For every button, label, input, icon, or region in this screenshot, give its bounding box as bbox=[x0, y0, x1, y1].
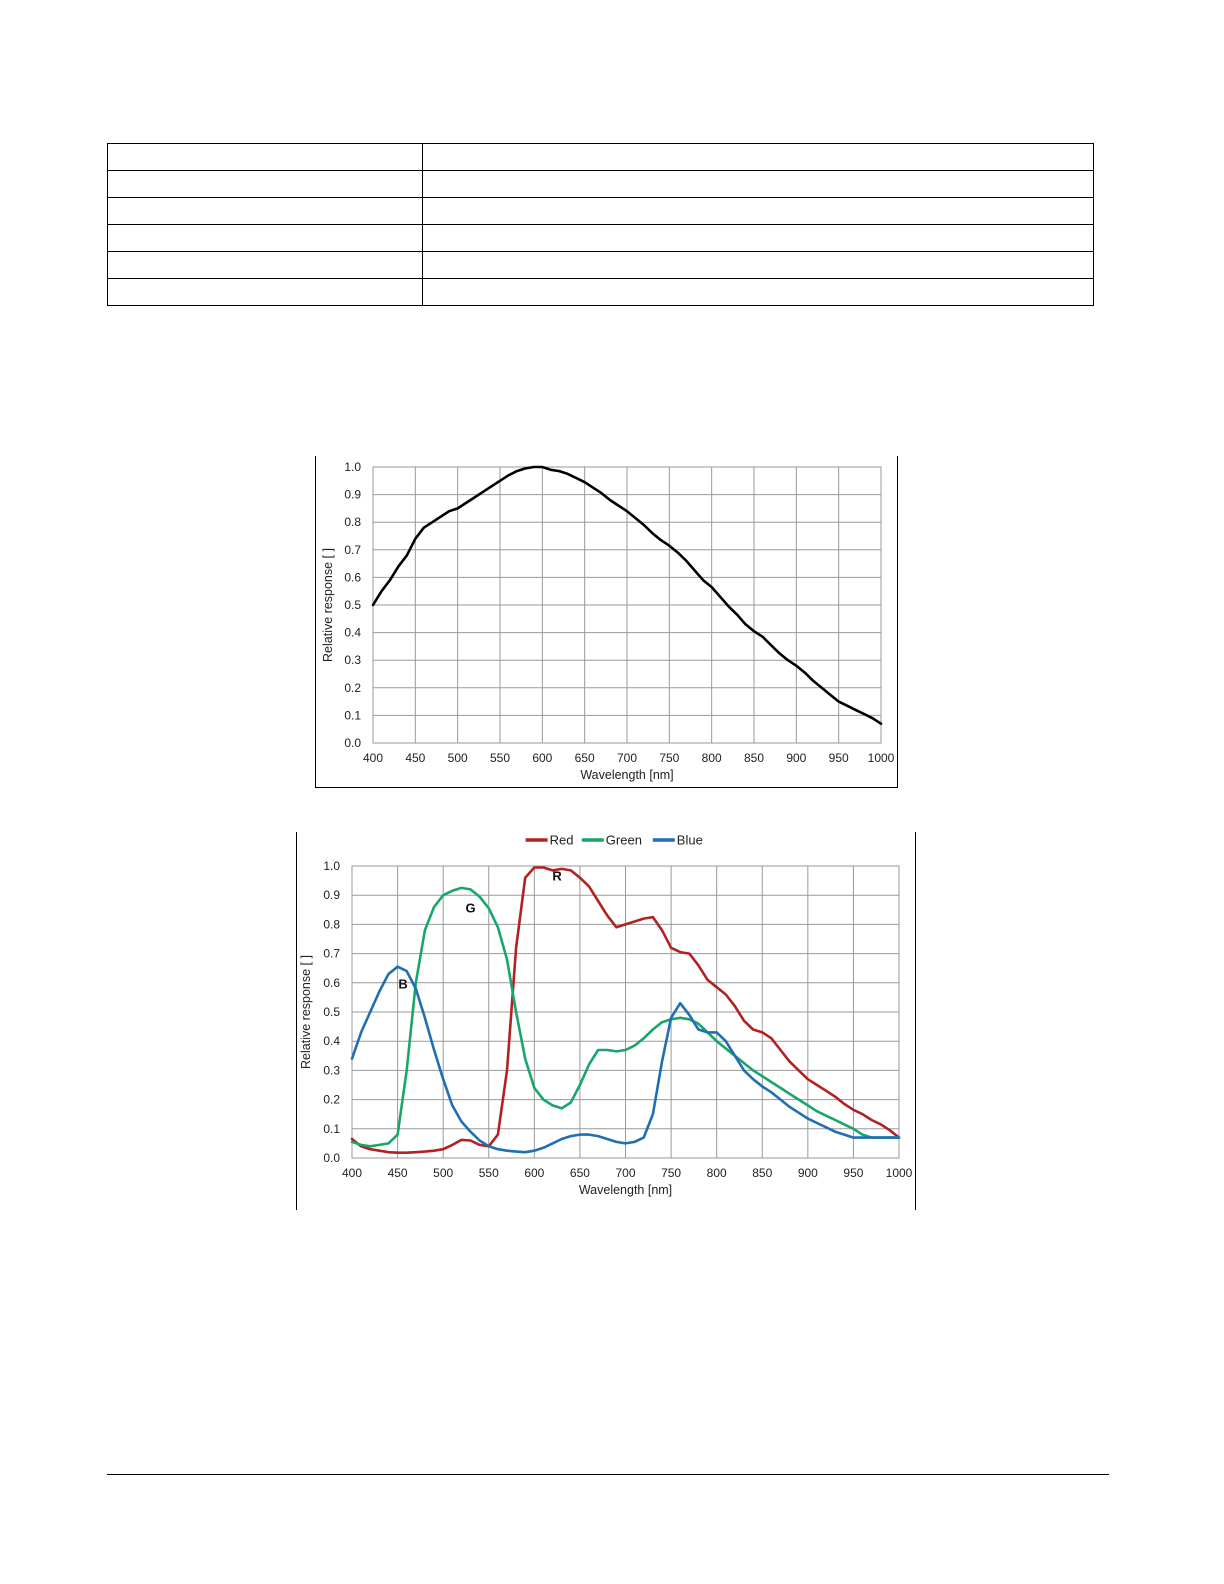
table-cell bbox=[107, 170, 423, 198]
x-tick-label: 600 bbox=[532, 751, 552, 765]
y-axis-title: Relative response [ ] bbox=[299, 955, 313, 1069]
mono-response-line bbox=[371, 465, 883, 726]
table-row bbox=[107, 143, 1094, 171]
blue-legend-label: Blue bbox=[677, 833, 703, 848]
y-tick-label: 0.6 bbox=[344, 570, 361, 584]
table-row bbox=[107, 170, 1094, 198]
y-tick-label: 0.2 bbox=[323, 1093, 340, 1107]
y-tick-label: 0.8 bbox=[344, 515, 361, 529]
y-tick-label: 0.9 bbox=[344, 488, 361, 502]
table-cell bbox=[422, 251, 1094, 279]
x-tick-label: 550 bbox=[490, 751, 510, 765]
x-tick-label: 500 bbox=[448, 751, 468, 765]
table-cell bbox=[422, 143, 1094, 171]
table-row bbox=[107, 197, 1094, 225]
y-tick-label: 0.4 bbox=[323, 1034, 340, 1048]
green-curve-label: G bbox=[465, 901, 475, 916]
x-tick-label: 400 bbox=[363, 751, 383, 765]
blue-curve-label: B bbox=[398, 977, 407, 992]
mono-chart-svg: 400 450 500 550 600 650 700 750 800 850 900 950 1000… bbox=[321, 460, 895, 782]
footer-rule bbox=[107, 1474, 1109, 1475]
y-tick-label: 0.7 bbox=[323, 947, 340, 961]
y-tick-label: 0.5 bbox=[323, 1005, 340, 1019]
green-response-line bbox=[350, 886, 901, 1148]
y-tick-label: 1.0 bbox=[323, 859, 340, 873]
y-tick-label: 0.4 bbox=[344, 626, 361, 640]
x-tick-label: 950 bbox=[829, 751, 849, 765]
x-tick-label: 500 bbox=[433, 1166, 453, 1180]
y-tick-label: 0.3 bbox=[344, 653, 361, 667]
x-tick-label: 1000 bbox=[886, 1166, 913, 1180]
red-response-line bbox=[350, 866, 901, 1155]
table-row bbox=[107, 278, 1094, 306]
rgb-chart-svg: 400 450 500 550 600 650 700 750 800 850 900 950 1000… bbox=[299, 833, 913, 1198]
table-cell bbox=[107, 224, 423, 252]
table-cell bbox=[107, 251, 423, 279]
y-tick-label: 0.9 bbox=[323, 888, 340, 902]
table-cell bbox=[107, 143, 423, 171]
spec-table bbox=[107, 143, 1094, 306]
x-axis-title: Wavelength [nm] bbox=[580, 768, 673, 782]
x-tick-label: 750 bbox=[659, 751, 679, 765]
y-tick-label: 0.5 bbox=[344, 598, 361, 612]
y-tick-label: 0.0 bbox=[323, 1151, 340, 1165]
rgb-response-chart: 400 450 500 550 600 650 700 750 800 850 900 950 1000… bbox=[296, 832, 916, 1210]
x-tick-label: 800 bbox=[702, 751, 722, 765]
x-tick-label: 450 bbox=[405, 751, 425, 765]
red-legend-label: Red bbox=[550, 833, 574, 848]
x-tick-label: 600 bbox=[524, 1166, 544, 1180]
x-tick-label: 650 bbox=[575, 751, 595, 765]
table-cell bbox=[422, 170, 1094, 198]
x-tick-label: 400 bbox=[342, 1166, 362, 1180]
table-cell bbox=[107, 197, 423, 225]
table-row bbox=[107, 251, 1094, 279]
x-tick-label: 900 bbox=[786, 751, 806, 765]
y-tick-label: 0.1 bbox=[344, 708, 361, 722]
y-tick-label: 0.8 bbox=[323, 917, 340, 931]
x-tick-label: 700 bbox=[615, 1166, 635, 1180]
y-tick-label: 1.0 bbox=[344, 460, 361, 474]
x-axis-title: Wavelength [nm] bbox=[579, 1183, 672, 1197]
green-legend-label: Green bbox=[606, 833, 642, 848]
y-tick-label: 0.6 bbox=[323, 976, 340, 990]
table-cell bbox=[422, 278, 1094, 306]
x-tick-label: 550 bbox=[479, 1166, 499, 1180]
x-tick-label: 800 bbox=[707, 1166, 727, 1180]
x-tick-label: 750 bbox=[661, 1166, 681, 1180]
x-tick-label: 850 bbox=[744, 751, 764, 765]
y-tick-label: 0.1 bbox=[323, 1122, 340, 1136]
x-tick-label: 650 bbox=[570, 1166, 590, 1180]
y-tick-label: 0.2 bbox=[344, 681, 361, 695]
x-tick-label: 700 bbox=[617, 751, 637, 765]
x-tick-label: 450 bbox=[388, 1166, 408, 1180]
y-tick-label: 0.7 bbox=[344, 543, 361, 557]
table-cell bbox=[422, 197, 1094, 225]
x-tick-label: 850 bbox=[752, 1166, 772, 1180]
mono-response-chart: 400 450 500 550 600 650 700 750 800 850 900 950 1000… bbox=[315, 456, 898, 788]
blue-response-line bbox=[350, 965, 901, 1154]
table-cell bbox=[422, 224, 1094, 252]
x-tick-label: 900 bbox=[798, 1166, 818, 1180]
y-tick-label: 0.0 bbox=[344, 736, 361, 750]
x-tick-label: 950 bbox=[843, 1166, 863, 1180]
y-axis-title: Relative response [ ] bbox=[321, 548, 335, 662]
red-curve-label: R bbox=[552, 869, 562, 884]
y-tick-label: 0.3 bbox=[323, 1063, 340, 1077]
table-row bbox=[107, 224, 1094, 252]
x-tick-label: 1000 bbox=[868, 751, 895, 765]
table-cell bbox=[107, 278, 423, 306]
